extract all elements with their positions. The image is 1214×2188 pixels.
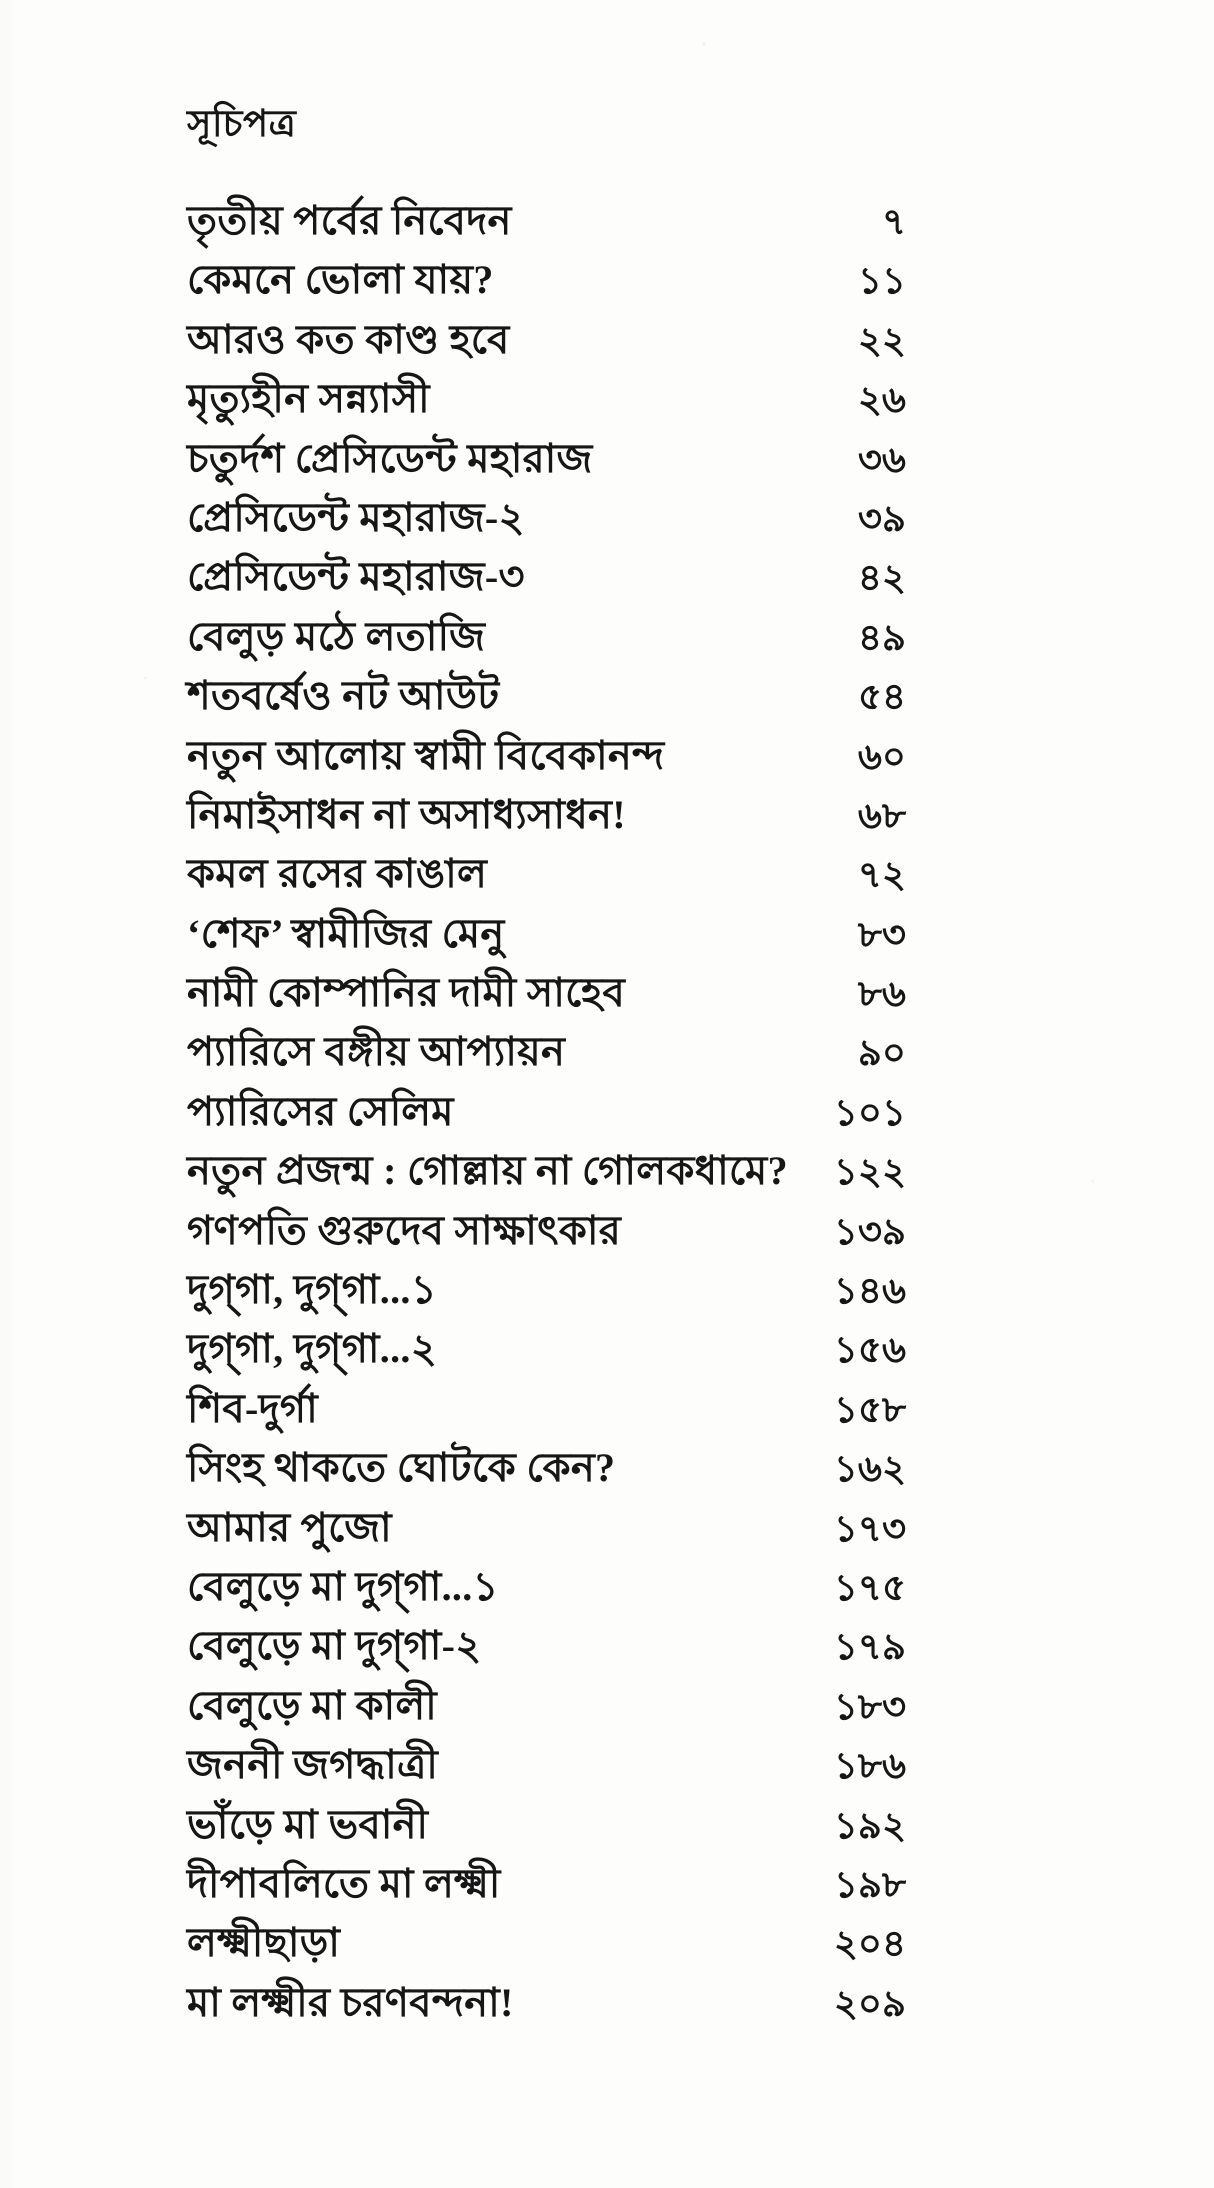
toc-entry-page-number: ৮৬ <box>857 974 906 1016</box>
toc-entry-title: ‘শেফ’ স্বামীজির মেনু <box>187 910 505 956</box>
toc-row: ‘শেফ’ স্বামীজির মেনু ৮৩ <box>187 902 906 961</box>
toc-entry-page-number: ১৭৫ <box>833 1567 906 1609</box>
toc-entry-page-number: ২২ <box>857 320 906 362</box>
toc-entry-title: জননী জগদ্ধাত্রী <box>187 1742 439 1788</box>
page-title: সূচিপত্র <box>187 104 297 145</box>
toc-entry-title: সিংহ থাকতে ঘোটকে কেন? <box>187 1445 616 1491</box>
toc-row: নিমাইসাধন না অসাধ্যসাধন! ৬৮ <box>187 783 906 842</box>
toc-entry-page-number: ৪৯ <box>857 617 906 659</box>
toc-entry-title: মা লক্ষ্মীর চরণবন্দনা! <box>187 1979 514 2025</box>
toc-list: তৃতীয় পর্বের নিবেদন ৭ কেমনে ভোলা যায়? … <box>187 189 906 2030</box>
toc-entry-page-number: ২০৪ <box>833 1924 906 1966</box>
toc-row: আরও কত কাণ্ড হবে ২২ <box>187 308 906 367</box>
toc-entry-title: আরও কত কাণ্ড হবে <box>187 316 510 362</box>
toc-entry-page-number: ১৯৮ <box>833 1864 906 1906</box>
toc-entry-title: বেলুড় মঠে লতাজি <box>187 613 486 659</box>
toc-row: বেলুড়ে মা দুগ্‌গা-২ ১৭৯ <box>187 1614 906 1673</box>
toc-entry-title: প্রেসিডেন্ট মহারাজ-২ <box>187 494 525 540</box>
toc-row: চতুর্দশ প্রেসিডেন্ট মহারাজ ৩৬ <box>187 427 906 486</box>
toc-entry-page-number: ১৫৬ <box>833 1330 906 1372</box>
toc-row: প্রেসিডেন্ট মহারাজ-২ ৩৯ <box>187 486 906 545</box>
toc-entry-page-number: ১৪৬ <box>833 1271 906 1313</box>
toc-row: বেলুড়ে মা কালী ১৮৩ <box>187 1674 906 1733</box>
toc-entry-title: দীপাবলিতে মা লক্ষ্মী <box>187 1860 501 1906</box>
toc-row: কেমনে ভোলা যায়? ১১ <box>187 248 906 307</box>
toc-entry-title: নতুন প্রজন্ম : গোল্লায় না গোলকধামে? <box>187 1148 788 1194</box>
toc-entry-page-number: ৩৯ <box>857 498 906 540</box>
toc-row: দুগ্‌গা, দুগ্‌গা...২ ১৫৬ <box>187 1317 906 1376</box>
toc-entry-page-number: ৭২ <box>857 855 906 897</box>
toc-entry-page-number: ১০১ <box>833 1092 906 1134</box>
toc-row: দীপাবলিতে মা লক্ষ্মী ১৯৮ <box>187 1852 906 1911</box>
toc-entry-title: বেলুড়ে মা কালী <box>187 1682 437 1728</box>
toc-entry-title: দুগ্‌গা, দুগ্‌গা...২ <box>187 1326 438 1372</box>
toc-entry-title: নিমাইসাধন না অসাধ্যসাধন! <box>187 791 626 837</box>
toc-entry-page-number: ৬০ <box>857 736 906 778</box>
toc-entry-page-number: ১৮৩ <box>833 1686 906 1728</box>
toc-entry-title: নতুন আলোয় স্বামী বিবেকানন্দ <box>187 732 665 778</box>
toc-row: বেলুড় মঠে লতাজি ৪৯ <box>187 605 906 664</box>
toc-row: দুগ্‌গা, দুগ্‌গা...১ ১৪৬ <box>187 1258 906 1317</box>
toc-entry-page-number: ১৭৯ <box>833 1627 906 1669</box>
toc-entry-title: আমার পুজো <box>187 1504 392 1550</box>
toc-entry-page-number: ৬৮ <box>857 795 906 837</box>
toc-entry-title: প্যারিসের সেলিম <box>187 1088 454 1134</box>
toc-entry-page-number: ১৬২ <box>833 1449 906 1491</box>
toc-entry-title: শিব-দুর্গা <box>187 1385 319 1431</box>
toc-entry-page-number: ৮৩ <box>857 914 906 956</box>
toc-entry-title: প্যারিসে বঙ্গীয় আপ্যায়ন <box>187 1029 566 1075</box>
toc-row: নামী কোম্পানির দামী সাহেব ৮৬ <box>187 961 906 1020</box>
toc-entry-page-number: ১২২ <box>833 1152 906 1194</box>
toc-entry-title: চতুর্দশ প্রেসিডেন্ট মহারাজ <box>187 435 593 481</box>
toc-entry-page-number: ৪২ <box>857 558 906 600</box>
toc-row: প্যারিসে বঙ্গীয় আপ্যায়ন ৯০ <box>187 1020 906 1079</box>
toc-row: তৃতীয় পর্বের নিবেদন ৭ <box>187 189 906 248</box>
toc-row: প্রেসিডেন্ট মহারাজ-৩ ৪২ <box>187 545 906 604</box>
toc-entry-page-number: ১৫৮ <box>833 1389 906 1431</box>
toc-entry-page-number: ১১ <box>857 261 906 303</box>
toc-entry-page-number: ৩৬ <box>857 439 906 481</box>
toc-row: প্যারিসের সেলিম ১০১ <box>187 1080 906 1139</box>
toc-row: গণপতি গুরুদেব সাক্ষাৎকার ১৩৯ <box>187 1199 906 1258</box>
toc-entry-page-number: ১৮৬ <box>833 1746 906 1788</box>
toc-entry-page-number: ২৬ <box>857 380 906 422</box>
toc-row: শতবর্ষেও নট আউট ৫৪ <box>187 664 906 723</box>
toc-entry-page-number: ১৯২ <box>833 1805 906 1847</box>
toc-entry-title: কমল রসের কাঙাল <box>187 851 488 897</box>
toc-row: বেলুড়ে মা দুগ্‌গা...১ ১৭৫ <box>187 1555 906 1614</box>
toc-row: সিংহ থাকতে ঘোটকে কেন? ১৬২ <box>187 1436 906 1495</box>
toc-entry-title: নামী কোম্পানির দামী সাহেব <box>187 970 626 1016</box>
toc-row: মৃত্যুহীন সন্ন্যাসী ২৬ <box>187 367 906 426</box>
toc-entry-page-number: ৭ <box>881 202 906 243</box>
toc-row: ভাঁড়ে মা ভবানী ১৯২ <box>187 1793 906 1852</box>
toc-entry-title: শতবর্ষেও নট আউট <box>187 673 500 719</box>
toc-row: আমার পুজো ১৭৩ <box>187 1496 906 1555</box>
toc-row: কমল রসের কাঙাল ৭২ <box>187 842 906 901</box>
toc-entry-title: লক্ষ্মীছাড়া <box>187 1920 341 1966</box>
toc-row: নতুন প্রজন্ম : গোল্লায় না গোলকধামে? ১২২ <box>187 1139 906 1198</box>
toc-entry-title: প্রেসিডেন্ট মহারাজ-৩ <box>187 554 525 600</box>
toc-entry-title: বেলুড়ে মা দুগ্‌গা-২ <box>187 1623 482 1669</box>
toc-row: নতুন আলোয় স্বামী বিবেকানন্দ ৬০ <box>187 724 906 783</box>
toc-entry-page-number: ৯০ <box>857 1033 906 1075</box>
toc-entry-title: গণপতি গুরুদেব সাক্ষাৎকার <box>187 1207 622 1253</box>
toc-entry-page-number: ১৩৯ <box>833 1211 906 1253</box>
toc-entry-page-number: ৫৪ <box>857 677 906 719</box>
toc-entry-title: মৃত্যুহীন সন্ন্যাসী <box>187 376 430 422</box>
toc-row: শিব-দুর্গা ১৫৮ <box>187 1377 906 1436</box>
toc-entry-page-number: ২০৯ <box>833 1983 906 2025</box>
toc-entry-title: দুগ্‌গা, দুগ্‌গা...১ <box>187 1267 437 1313</box>
toc-row: মা লক্ষ্মীর চরণবন্দনা! ২০৯ <box>187 1971 906 2030</box>
toc-entry-page-number: ১৭৩ <box>833 1508 906 1550</box>
toc-entry-title: বেলুড়ে মা দুগ্‌গা...১ <box>187 1563 499 1609</box>
toc-entry-title: ভাঁড়ে মা ভবানী <box>187 1801 429 1847</box>
toc-entry-title: তৃতীয় পর্বের নিবেদন <box>187 198 512 243</box>
toc-row: জননী জগদ্ধাত্রী ১৮৬ <box>187 1733 906 1792</box>
toc-row: লক্ষ্মীছাড়া ২০৪ <box>187 1911 906 1970</box>
toc-entry-title: কেমনে ভোলা যায়? <box>187 257 494 303</box>
